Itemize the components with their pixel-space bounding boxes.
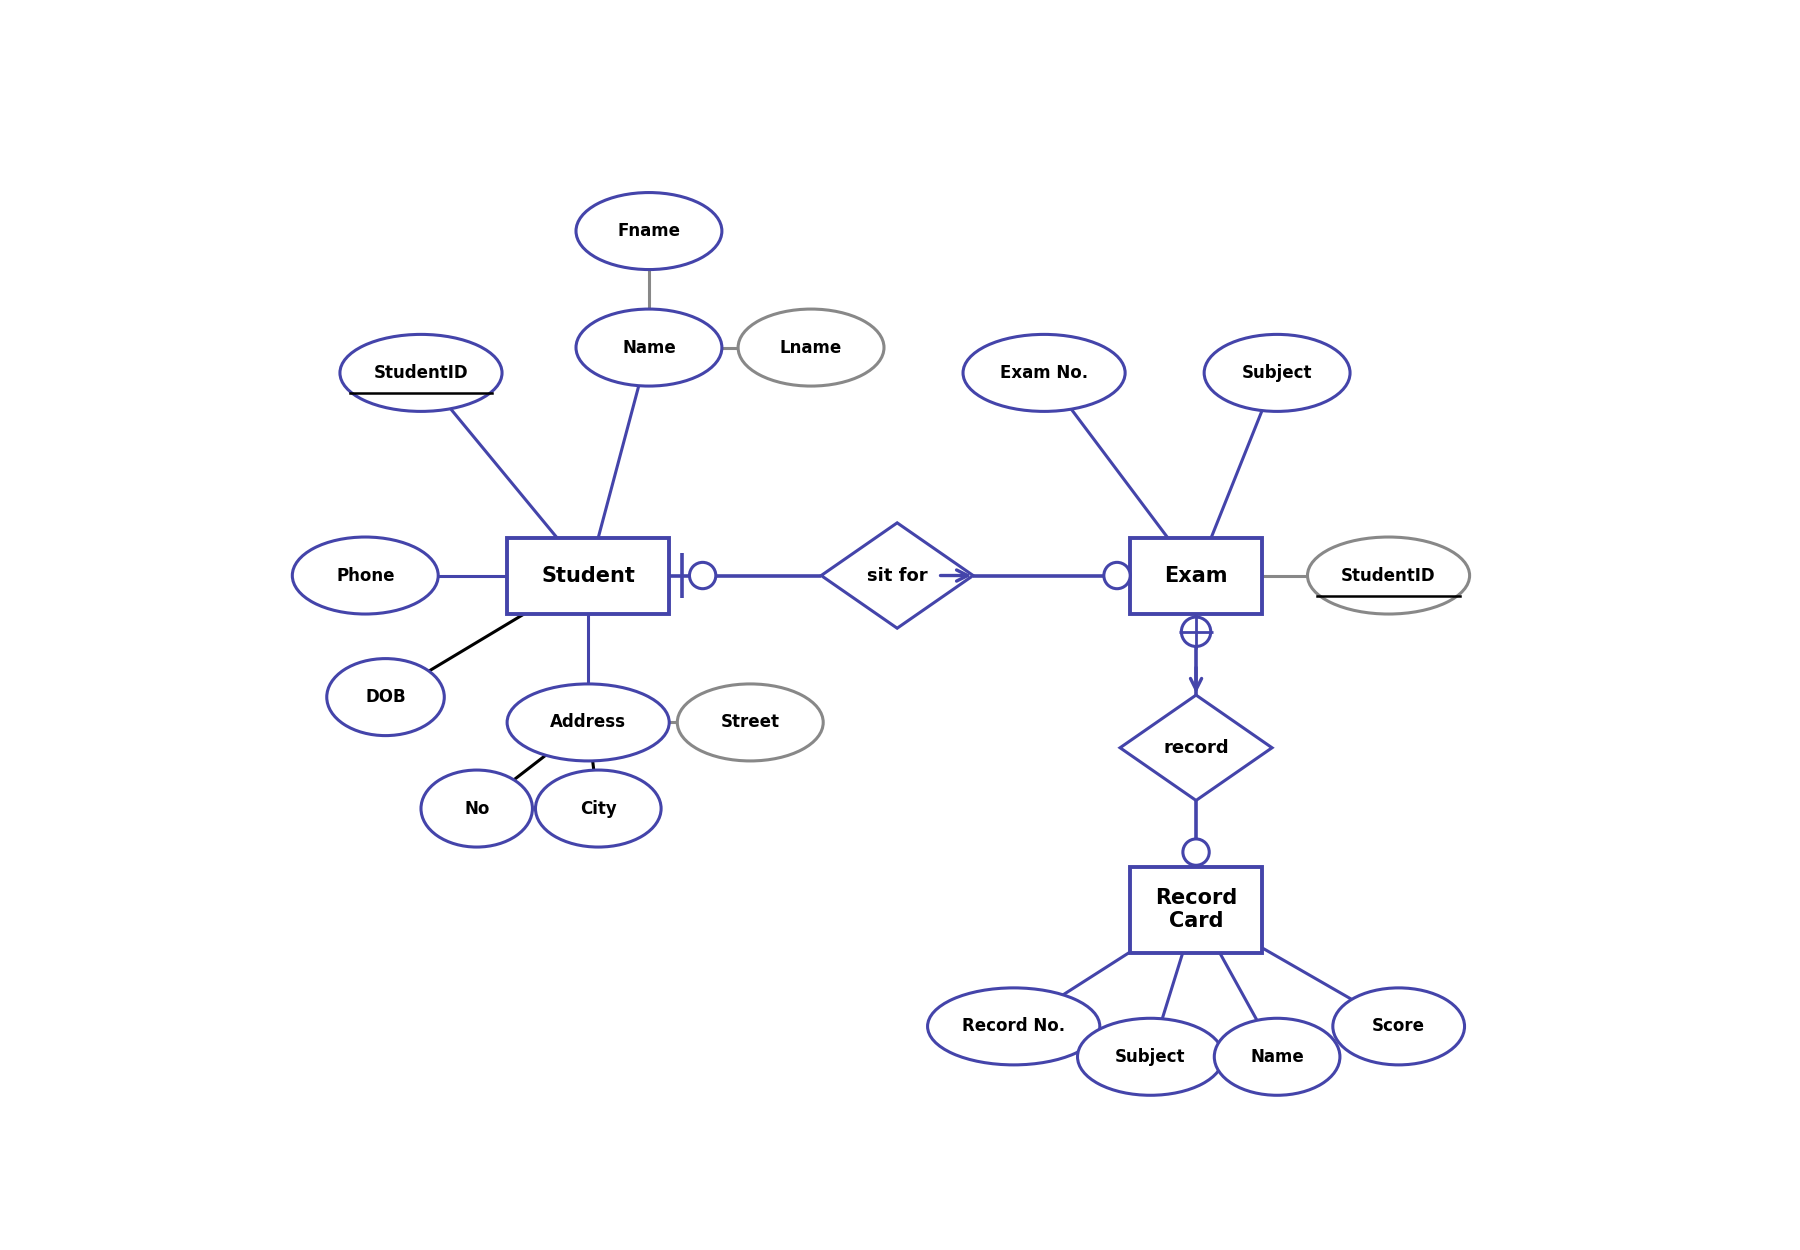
- Circle shape: [689, 562, 716, 589]
- Text: record: record: [1163, 739, 1229, 756]
- Text: Exam No.: Exam No.: [1001, 364, 1089, 382]
- Text: Name: Name: [623, 339, 675, 356]
- Ellipse shape: [1078, 1019, 1224, 1095]
- Text: Score: Score: [1372, 1017, 1426, 1035]
- Ellipse shape: [292, 538, 437, 614]
- Ellipse shape: [576, 309, 722, 386]
- Text: Fname: Fname: [617, 222, 680, 240]
- Ellipse shape: [328, 659, 445, 735]
- Text: Subject: Subject: [1242, 364, 1312, 382]
- Text: StudentID: StudentID: [1341, 566, 1436, 585]
- Bar: [1130, 538, 1262, 614]
- Ellipse shape: [1332, 988, 1465, 1065]
- Text: Phone: Phone: [337, 566, 394, 585]
- Circle shape: [1103, 562, 1130, 589]
- Ellipse shape: [576, 192, 722, 270]
- Circle shape: [1181, 618, 1211, 646]
- Text: Record
Card: Record Card: [1156, 889, 1237, 931]
- Ellipse shape: [1215, 1019, 1339, 1095]
- Ellipse shape: [421, 770, 533, 848]
- Circle shape: [1183, 839, 1210, 865]
- Bar: [1130, 866, 1262, 952]
- Ellipse shape: [340, 335, 502, 411]
- Text: Name: Name: [1251, 1048, 1303, 1066]
- Ellipse shape: [963, 335, 1125, 411]
- Text: Address: Address: [551, 714, 626, 731]
- Polygon shape: [1120, 695, 1273, 800]
- Ellipse shape: [508, 684, 670, 761]
- Polygon shape: [821, 522, 974, 629]
- Text: sit for: sit for: [868, 566, 927, 585]
- Ellipse shape: [677, 684, 823, 761]
- Text: Subject: Subject: [1116, 1048, 1186, 1066]
- Bar: [508, 538, 670, 614]
- Ellipse shape: [927, 988, 1100, 1065]
- Text: Lname: Lname: [779, 339, 842, 356]
- Ellipse shape: [738, 309, 884, 386]
- Text: Exam: Exam: [1165, 565, 1228, 585]
- Text: No: No: [464, 800, 490, 818]
- Ellipse shape: [535, 770, 661, 848]
- Text: Student: Student: [542, 565, 635, 585]
- Text: City: City: [580, 800, 617, 818]
- Text: StudentID: StudentID: [374, 364, 468, 382]
- Text: Record No.: Record No.: [963, 1017, 1066, 1035]
- Text: Street: Street: [720, 714, 779, 731]
- Ellipse shape: [1307, 538, 1469, 614]
- Text: DOB: DOB: [365, 688, 405, 706]
- Ellipse shape: [1204, 335, 1350, 411]
